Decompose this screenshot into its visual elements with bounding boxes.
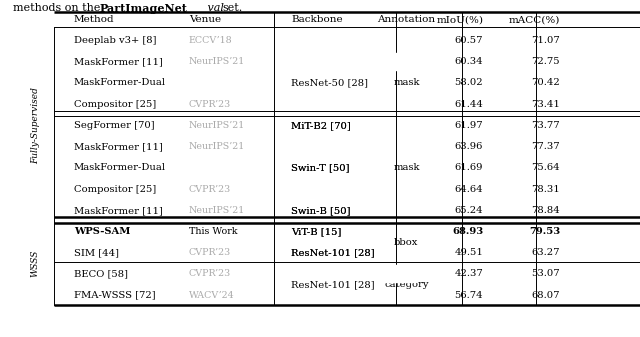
Text: Compositor [25]: Compositor [25]: [74, 185, 156, 193]
Text: Fully-Supervised: Fully-Supervised: [31, 87, 40, 164]
Text: 73.77: 73.77: [531, 121, 560, 130]
Text: 49.51: 49.51: [454, 248, 483, 257]
Text: Backbone: Backbone: [291, 16, 343, 24]
Text: 60.34: 60.34: [454, 57, 483, 66]
Text: mask: mask: [393, 79, 420, 87]
Text: set.: set.: [222, 3, 243, 13]
Text: bbox: bbox: [394, 238, 419, 247]
Text: NeurIPS’21: NeurIPS’21: [189, 57, 245, 66]
Text: Deeplab v3+ [8]: Deeplab v3+ [8]: [74, 36, 156, 45]
Bar: [288, 53, 416, 70]
Text: SegFormer [70]: SegFormer [70]: [74, 121, 154, 130]
Text: 42.37: 42.37: [454, 270, 483, 278]
Text: 53.07: 53.07: [531, 270, 560, 278]
Text: ECCV’18: ECCV’18: [189, 36, 232, 45]
Text: MaskFormer [11]: MaskFormer [11]: [74, 206, 163, 215]
Text: MaskFormer-Dual: MaskFormer-Dual: [74, 79, 166, 87]
Text: Swin-B [50]: Swin-B [50]: [291, 206, 351, 215]
Text: 58.02: 58.02: [454, 79, 483, 87]
Text: WSSS: WSSS: [31, 250, 40, 277]
Text: ResNet-50 [28]: ResNet-50 [28]: [291, 57, 368, 66]
Text: 78.84: 78.84: [531, 206, 560, 215]
Text: ResNet-101 [28]: ResNet-101 [28]: [291, 270, 375, 278]
Text: val: val: [204, 3, 227, 13]
Text: mACC(%): mACC(%): [509, 16, 560, 24]
Text: 61.97: 61.97: [454, 121, 483, 130]
Text: MiT-B2 [70]: MiT-B2 [70]: [291, 121, 351, 130]
Text: ViT-B [15]: ViT-B [15]: [291, 227, 342, 236]
Text: CVPR’23: CVPR’23: [189, 185, 231, 193]
Text: 68.07: 68.07: [531, 291, 560, 300]
Text: ResNet-101 [28]: ResNet-101 [28]: [291, 248, 375, 257]
Text: CVPR’23: CVPR’23: [189, 248, 231, 257]
Text: WACV’24: WACV’24: [189, 291, 234, 300]
Text: 65.24: 65.24: [454, 206, 483, 215]
Text: 71.07: 71.07: [531, 36, 560, 45]
Text: mask: mask: [393, 163, 420, 172]
Text: 73.41: 73.41: [531, 100, 560, 109]
Text: methods on the: methods on the: [13, 3, 104, 13]
Text: 78.31: 78.31: [531, 185, 560, 193]
Text: 72.75: 72.75: [531, 57, 560, 66]
Text: Swin-B [50]: Swin-B [50]: [291, 206, 351, 215]
Text: MiT-B2 [70]: MiT-B2 [70]: [291, 121, 351, 130]
Text: MaskFormer [11]: MaskFormer [11]: [74, 57, 163, 66]
Text: 56.74: 56.74: [454, 291, 483, 300]
Text: category: category: [384, 280, 429, 289]
Bar: [288, 266, 416, 282]
Text: 60.57: 60.57: [454, 36, 483, 45]
Text: 70.42: 70.42: [531, 79, 560, 87]
Text: ResNet-50 [28]: ResNet-50 [28]: [291, 79, 368, 87]
Text: PartImageNet: PartImageNet: [99, 3, 187, 14]
Text: Compositor [25]: Compositor [25]: [74, 100, 156, 109]
Text: ViT-B [15]: ViT-B [15]: [291, 227, 342, 236]
Text: Annotation: Annotation: [378, 16, 435, 24]
Text: MaskFormer [11]: MaskFormer [11]: [74, 142, 163, 151]
Text: SIM [44]: SIM [44]: [74, 248, 118, 257]
Text: CVPR’23: CVPR’23: [189, 100, 231, 109]
Text: 63.27: 63.27: [531, 248, 560, 257]
Text: 79.53: 79.53: [529, 227, 560, 236]
Text: FMA-WSSS [72]: FMA-WSSS [72]: [74, 291, 156, 300]
Text: Swin-T [50]: Swin-T [50]: [291, 163, 349, 172]
Text: 61.69: 61.69: [454, 163, 483, 172]
Text: MaskFormer-Dual: MaskFormer-Dual: [74, 163, 166, 172]
Text: 64.64: 64.64: [454, 185, 483, 193]
Text: Method: Method: [74, 16, 114, 24]
Text: ResNet-101 [28]: ResNet-101 [28]: [291, 280, 375, 289]
Text: 75.64: 75.64: [531, 163, 560, 172]
Text: 61.44: 61.44: [454, 100, 483, 109]
Text: mIoU(%): mIoU(%): [436, 16, 483, 24]
Text: Venue: Venue: [189, 16, 221, 24]
Text: Swin-T [50]: Swin-T [50]: [291, 163, 349, 172]
Text: CVPR’23: CVPR’23: [189, 270, 231, 278]
Text: 77.37: 77.37: [531, 142, 560, 151]
Text: NeurIPS’21: NeurIPS’21: [189, 142, 245, 151]
Text: WPS-SAM: WPS-SAM: [74, 227, 130, 236]
Text: BECO [58]: BECO [58]: [74, 270, 127, 278]
Text: 63.96: 63.96: [455, 142, 483, 151]
Text: This Work: This Work: [189, 227, 237, 236]
Text: ResNet-101 [28]: ResNet-101 [28]: [291, 248, 375, 257]
Text: NeurIPS’21: NeurIPS’21: [189, 121, 245, 130]
Text: NeurIPS’21: NeurIPS’21: [189, 206, 245, 215]
Text: 68.93: 68.93: [452, 227, 483, 236]
